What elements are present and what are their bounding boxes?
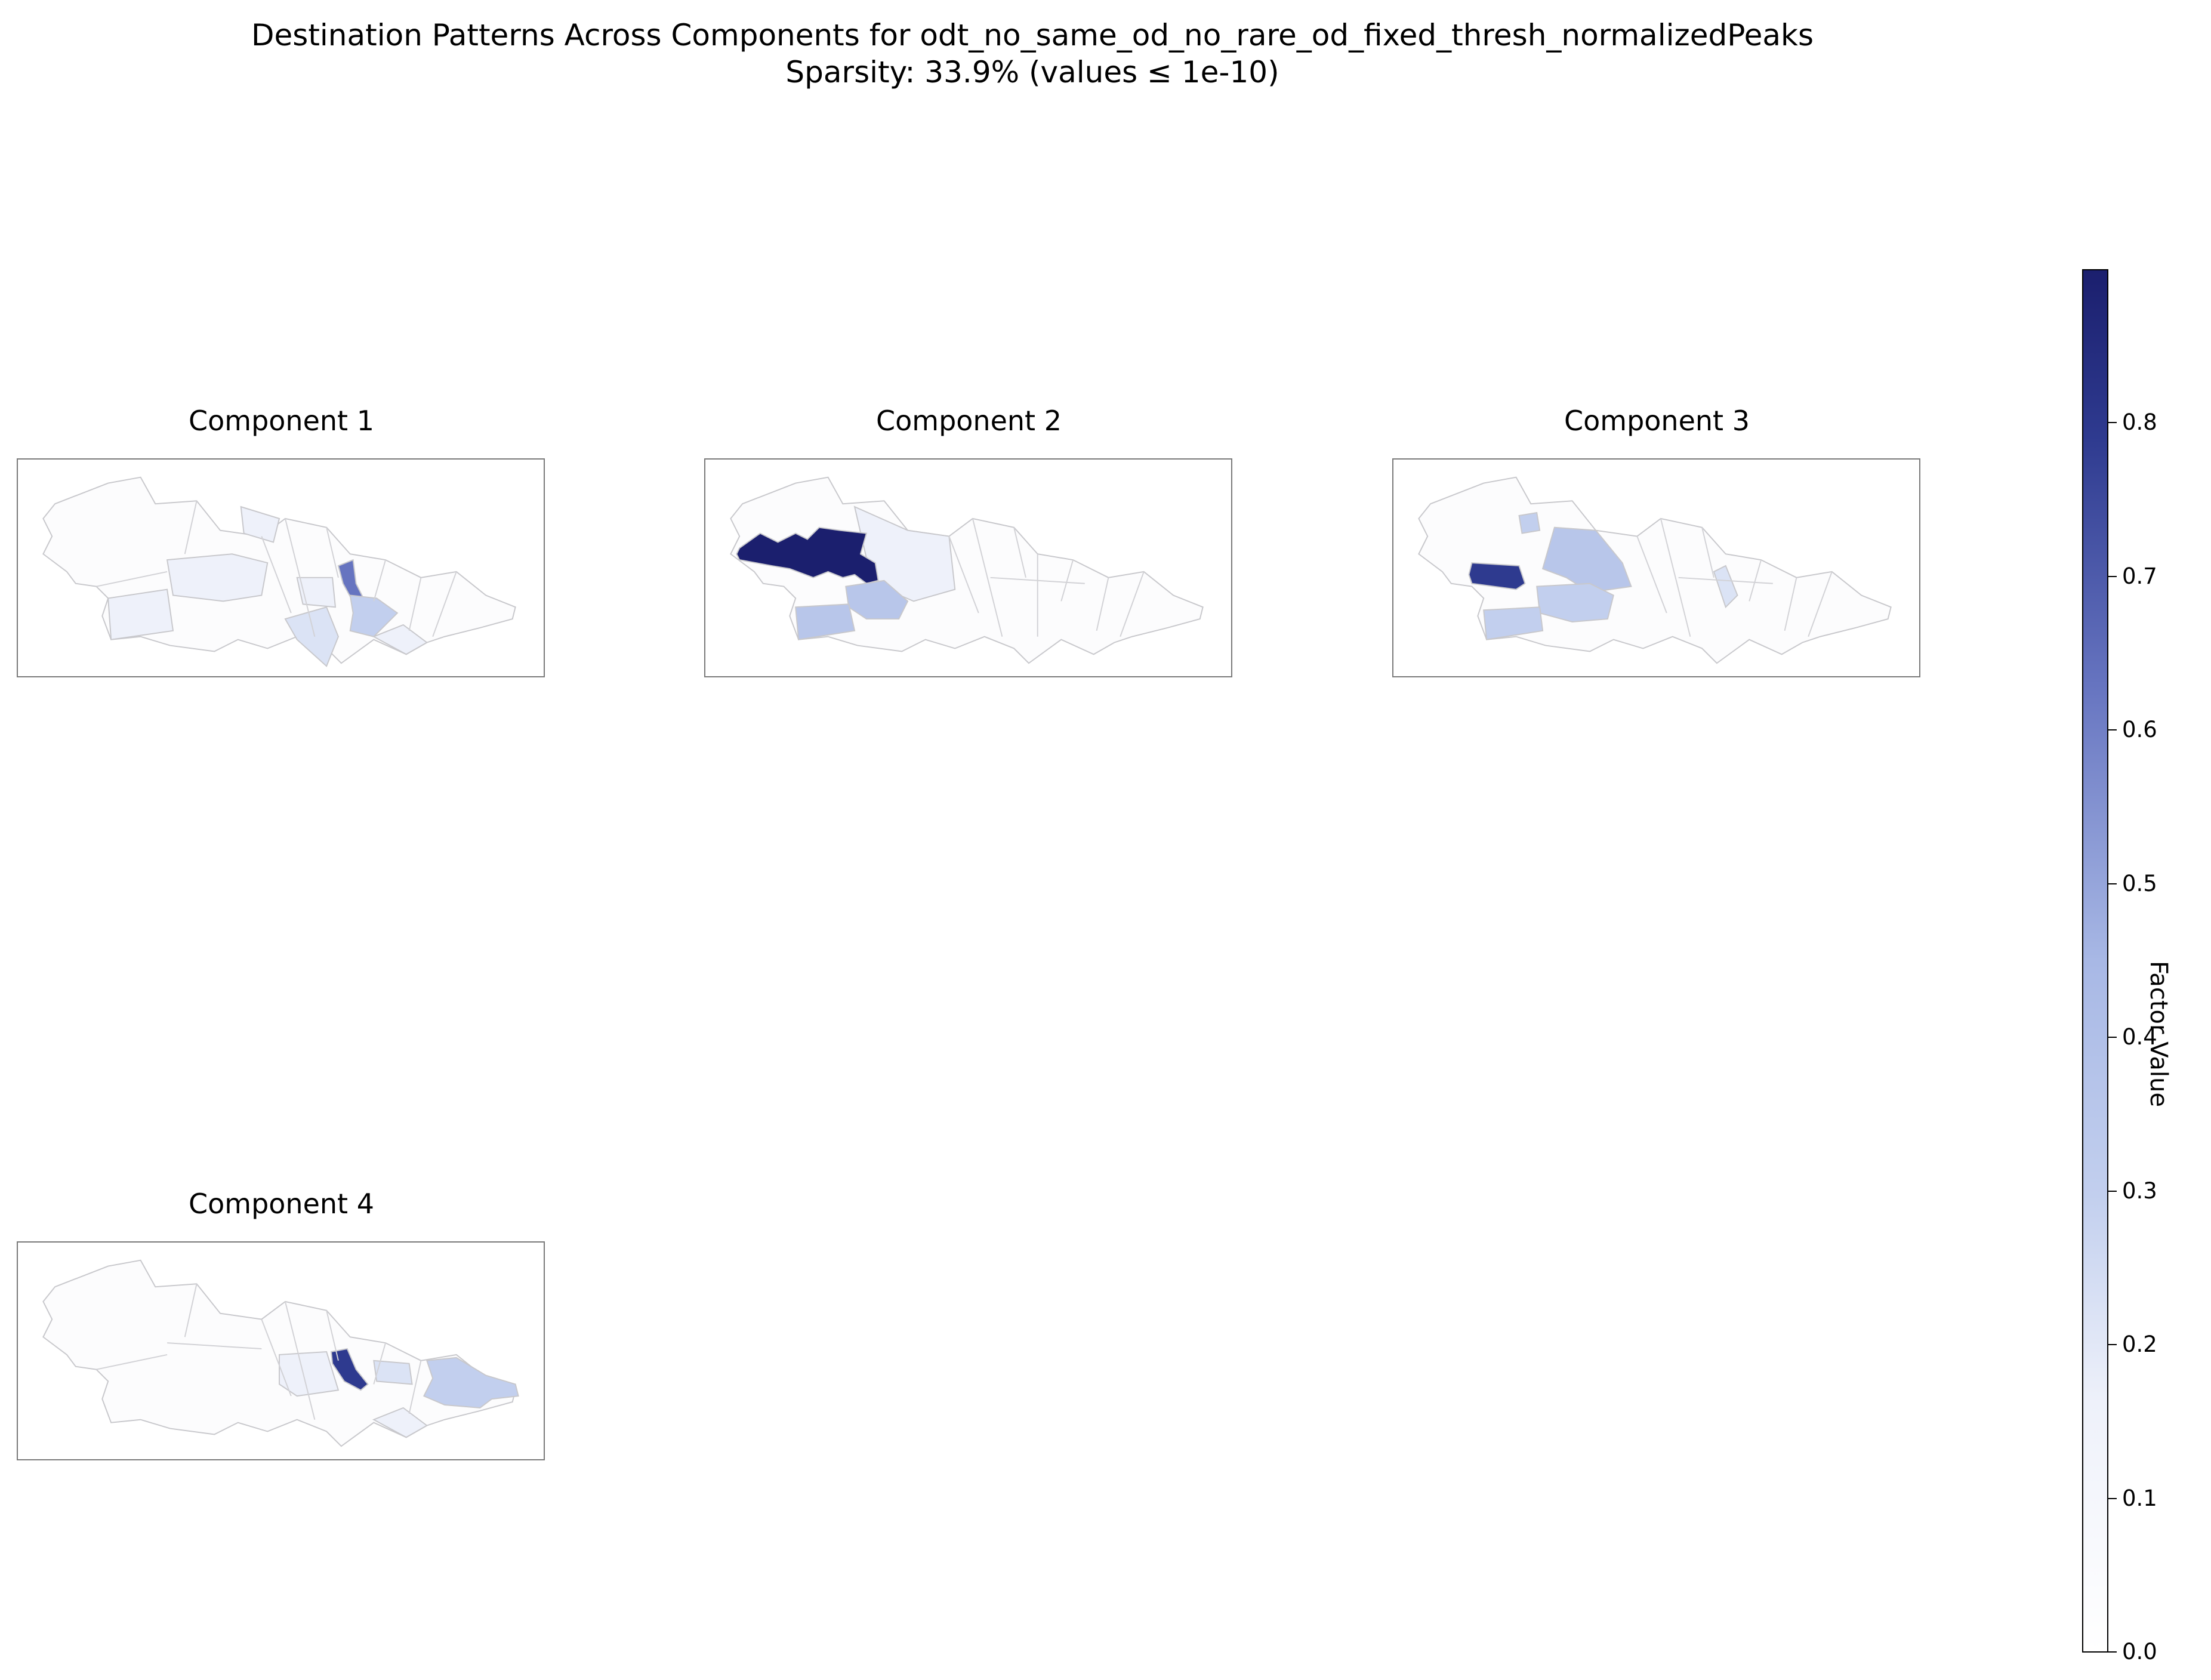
region: [240, 505, 280, 543]
region: [284, 606, 340, 667]
region-dark: [330, 1348, 369, 1391]
figure-title-line1: Destination Patterns Across Components f…: [251, 18, 1814, 53]
colorbar-tick: [2108, 576, 2117, 577]
region: [795, 603, 856, 640]
region: [372, 624, 428, 655]
colorbar-tick: [2108, 729, 2117, 730]
map-component-3: [1418, 476, 1892, 664]
region-outline: [42, 1259, 516, 1447]
colorbar-tick: [2108, 883, 2117, 884]
region-darkest: [736, 526, 879, 584]
region: [372, 1407, 428, 1438]
region-boundary: [96, 1284, 422, 1420]
colorbar-tick-label: 0.7: [2122, 563, 2157, 589]
panel-title-component-2: Component 2: [876, 405, 1062, 437]
colorbar-tick-label: 0.2: [2122, 1331, 2157, 1357]
colorbar-tick: [2108, 1651, 2117, 1653]
colorbar-tick: [2108, 1037, 2117, 1038]
colorbar-tick: [2108, 422, 2117, 423]
map-panel-component-1: [17, 458, 545, 677]
colorbar-tick-label: 0.6: [2122, 717, 2157, 742]
colorbar-tick-label: 0.1: [2122, 1485, 2157, 1511]
figure-title: Destination Patterns Across Components f…: [0, 17, 2065, 91]
map-panel-component-3: [1392, 458, 1920, 677]
region-dark: [1468, 562, 1526, 590]
map-component-2: [730, 476, 1204, 664]
colorbar-tick-label: 0.4: [2122, 1024, 2157, 1050]
colorbar-tick-label: 0.0: [2122, 1639, 2157, 1664]
map-panel-component-2: [704, 458, 1232, 677]
figure-subtitle: Sparsity: 33.9% (values ≤ 1e-10): [785, 55, 1279, 90]
map-component-1: [42, 476, 516, 667]
colorbar-tick-label: 0.8: [2122, 409, 2157, 435]
colorbar-tick-label: 0.3: [2122, 1178, 2157, 1204]
map-component-4: [42, 1259, 519, 1447]
region: [107, 588, 174, 640]
region: [296, 577, 337, 608]
region-boundary: [948, 518, 1145, 637]
region: [373, 1360, 413, 1385]
region-boundary: [1636, 518, 1833, 637]
region: [423, 1357, 519, 1408]
region: [1713, 565, 1738, 609]
region: [166, 553, 269, 602]
colorbar-tick-label: 0.5: [2122, 871, 2157, 896]
colorbar-tick: [2108, 1344, 2117, 1345]
colorbar-tick: [2108, 1191, 2117, 1192]
panel-title-component-1: Component 1: [189, 405, 374, 437]
colorbar: [2082, 269, 2108, 1653]
region: [1483, 606, 1544, 640]
region: [1518, 511, 1541, 534]
panel-title-component-3: Component 3: [1564, 405, 1750, 437]
region: [279, 1351, 340, 1397]
region-boundary: [96, 501, 457, 637]
map-panel-component-4: [17, 1241, 545, 1460]
colorbar-tick: [2108, 1498, 2117, 1499]
colorbar-label: Factor Value: [2145, 961, 2172, 1107]
panel-title-component-4: Component 4: [189, 1188, 374, 1220]
region: [1541, 526, 1632, 593]
